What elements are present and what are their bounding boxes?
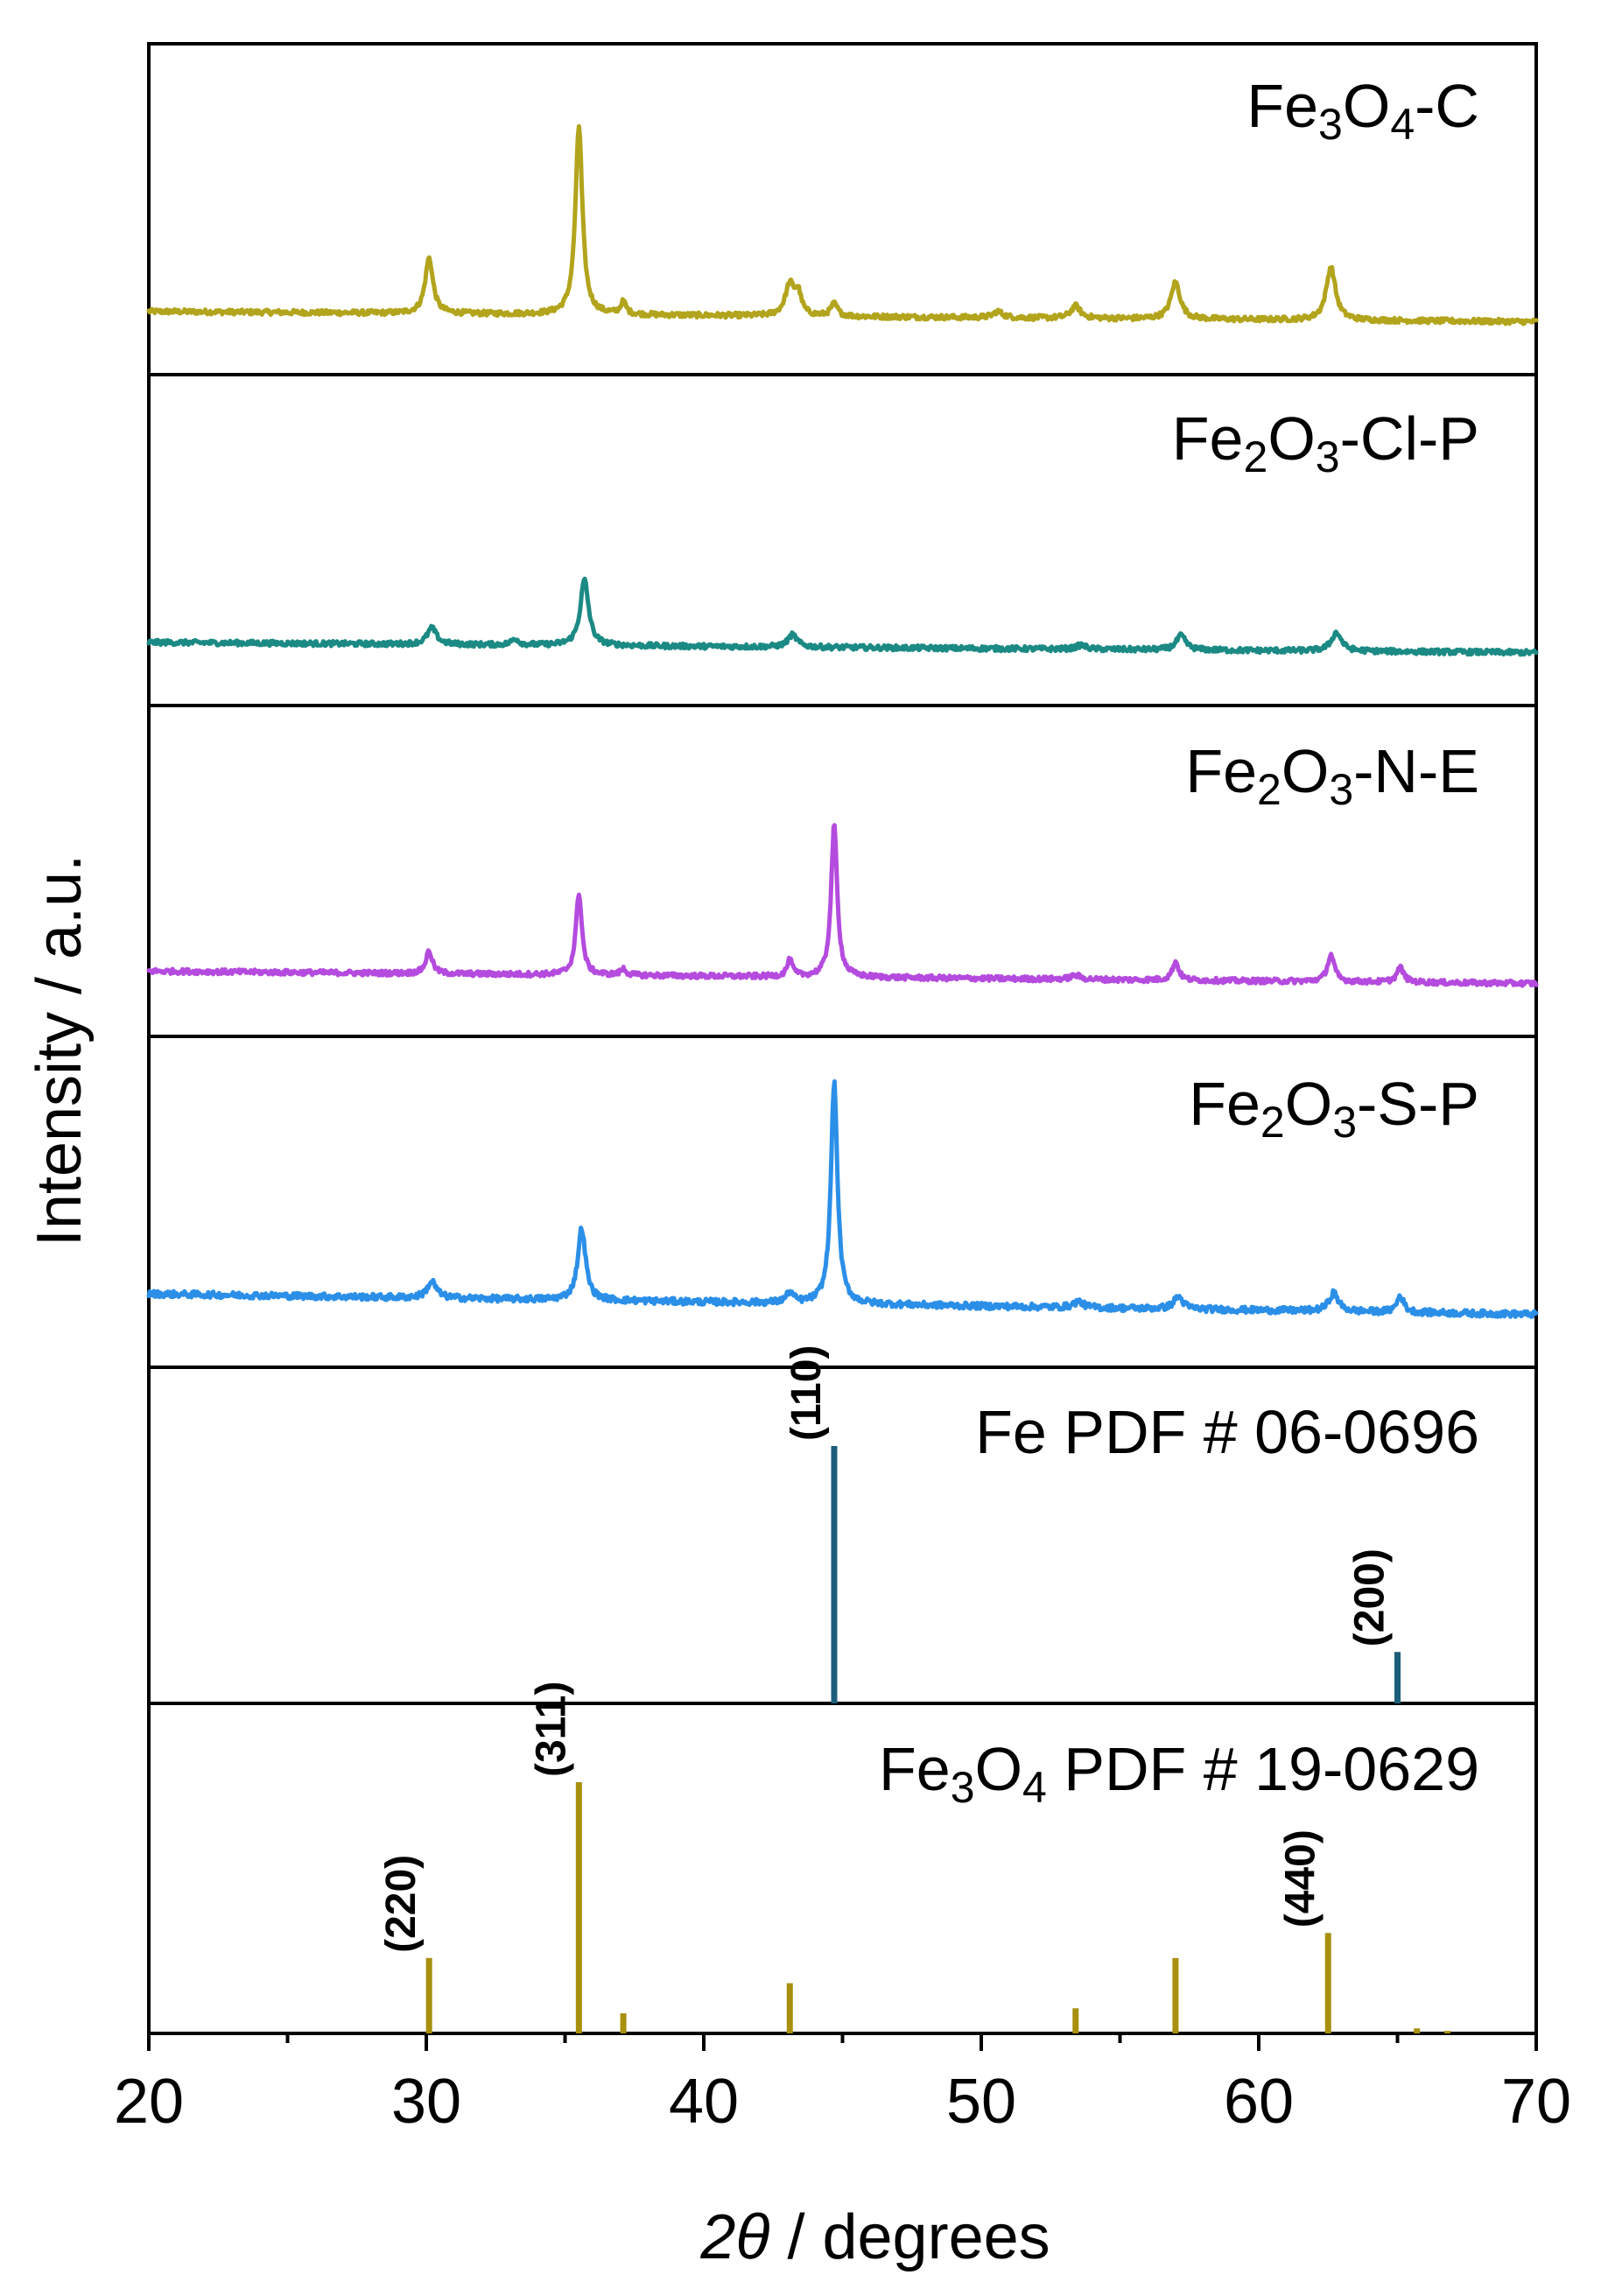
x-tick-label: 20 [114, 2067, 184, 2137]
reference-label: Fe PDF # 06-0696 [975, 1398, 1479, 1466]
series-label: Fe2O3-N-E [1185, 737, 1479, 814]
x-tick-label: 70 [1501, 2067, 1571, 2137]
series-fe2o3-cl-p-line [146, 576, 1539, 657]
x-tick-label: 30 [391, 2067, 461, 2137]
stacked-panels: Fe3O4-C Fe2O3-Cl-P Fe2O3-N-E Fe2O3-S-P (110)… [146, 42, 1539, 2035]
hkl-label: (220) [378, 1855, 425, 1953]
x-tick-label: 50 [946, 2067, 1016, 2137]
panel-frame [147, 42, 1538, 376]
x-tick-label: 40 [669, 2067, 739, 2137]
x-axis-title-symbol: 2θ [699, 2202, 769, 2272]
series-label: Fe3O4-C [1246, 72, 1479, 149]
series-fe3o4-c-line [146, 123, 1539, 326]
series-label: Fe2O3-Cl-P [1172, 404, 1479, 481]
x-axis: 20 30 40 50 60 70 [114, 2033, 1571, 2137]
y-axis-title: Intensity / a.u. [25, 854, 95, 1246]
reference-label: Fe3O4 PDF # 19-0629 [879, 1735, 1479, 1812]
x-axis-title-unit: / degrees [769, 2202, 1050, 2272]
x-tick-label: 60 [1224, 2067, 1294, 2137]
x-axis-title: 2θ / degrees [699, 2202, 1050, 2272]
hkl-label: (440) [1277, 1829, 1324, 1927]
hkl-label: (200) [1347, 1548, 1394, 1647]
panel-frame [147, 373, 1538, 707]
series-fe2o3-s-p-line [146, 1079, 1539, 1319]
hkl-label: (110) [783, 1345, 830, 1441]
series-label: Fe2O3-S-P [1189, 1070, 1479, 1147]
hkl-label: (311) [528, 1682, 574, 1777]
series-fe2o3-n-e-line [146, 823, 1539, 988]
